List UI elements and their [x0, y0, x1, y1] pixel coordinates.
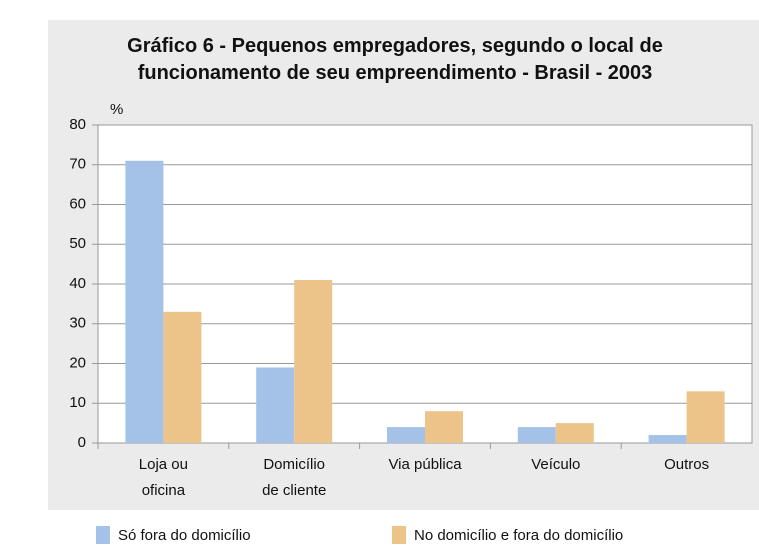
y-tick-label: 70: [69, 156, 86, 173]
bar: [125, 160, 164, 443]
legend-swatch: [392, 526, 406, 544]
chart-title: Gráfico 6 - Pequenos empregadores, segun…: [127, 35, 663, 84]
legend-swatch: [96, 526, 110, 544]
bar: [425, 411, 463, 443]
bar: [648, 435, 687, 443]
x-tick-label: Domicílio de cliente: [262, 456, 326, 499]
y-tick-label: 50: [69, 235, 86, 252]
y-tick-label: 80: [69, 116, 86, 133]
bar: [256, 367, 295, 443]
x-tick-label: Veículo: [531, 456, 580, 473]
y-tick-label: 0: [78, 434, 86, 451]
y-tick-label: 40: [69, 275, 86, 292]
bar: [294, 280, 333, 443]
legend-label: Só fora do domicílio: [118, 527, 251, 544]
y-tick-label: 10: [69, 394, 86, 411]
bar: [686, 391, 725, 443]
y-axis-label: %: [110, 101, 123, 118]
bar: [387, 427, 425, 443]
y-tick-label: 60: [69, 195, 86, 212]
y-tick-label: 30: [69, 315, 86, 332]
bar: [555, 423, 594, 443]
bar: [517, 427, 556, 443]
legend-label: No domicílio e fora do domicílio: [414, 527, 623, 544]
x-tick-label: Via pública: [388, 456, 462, 473]
x-tick-label: Loja ou oficina: [139, 456, 188, 499]
y-tick-label: 20: [69, 354, 86, 371]
bar: [163, 311, 202, 443]
x-tick-label: Outros: [664, 456, 709, 473]
